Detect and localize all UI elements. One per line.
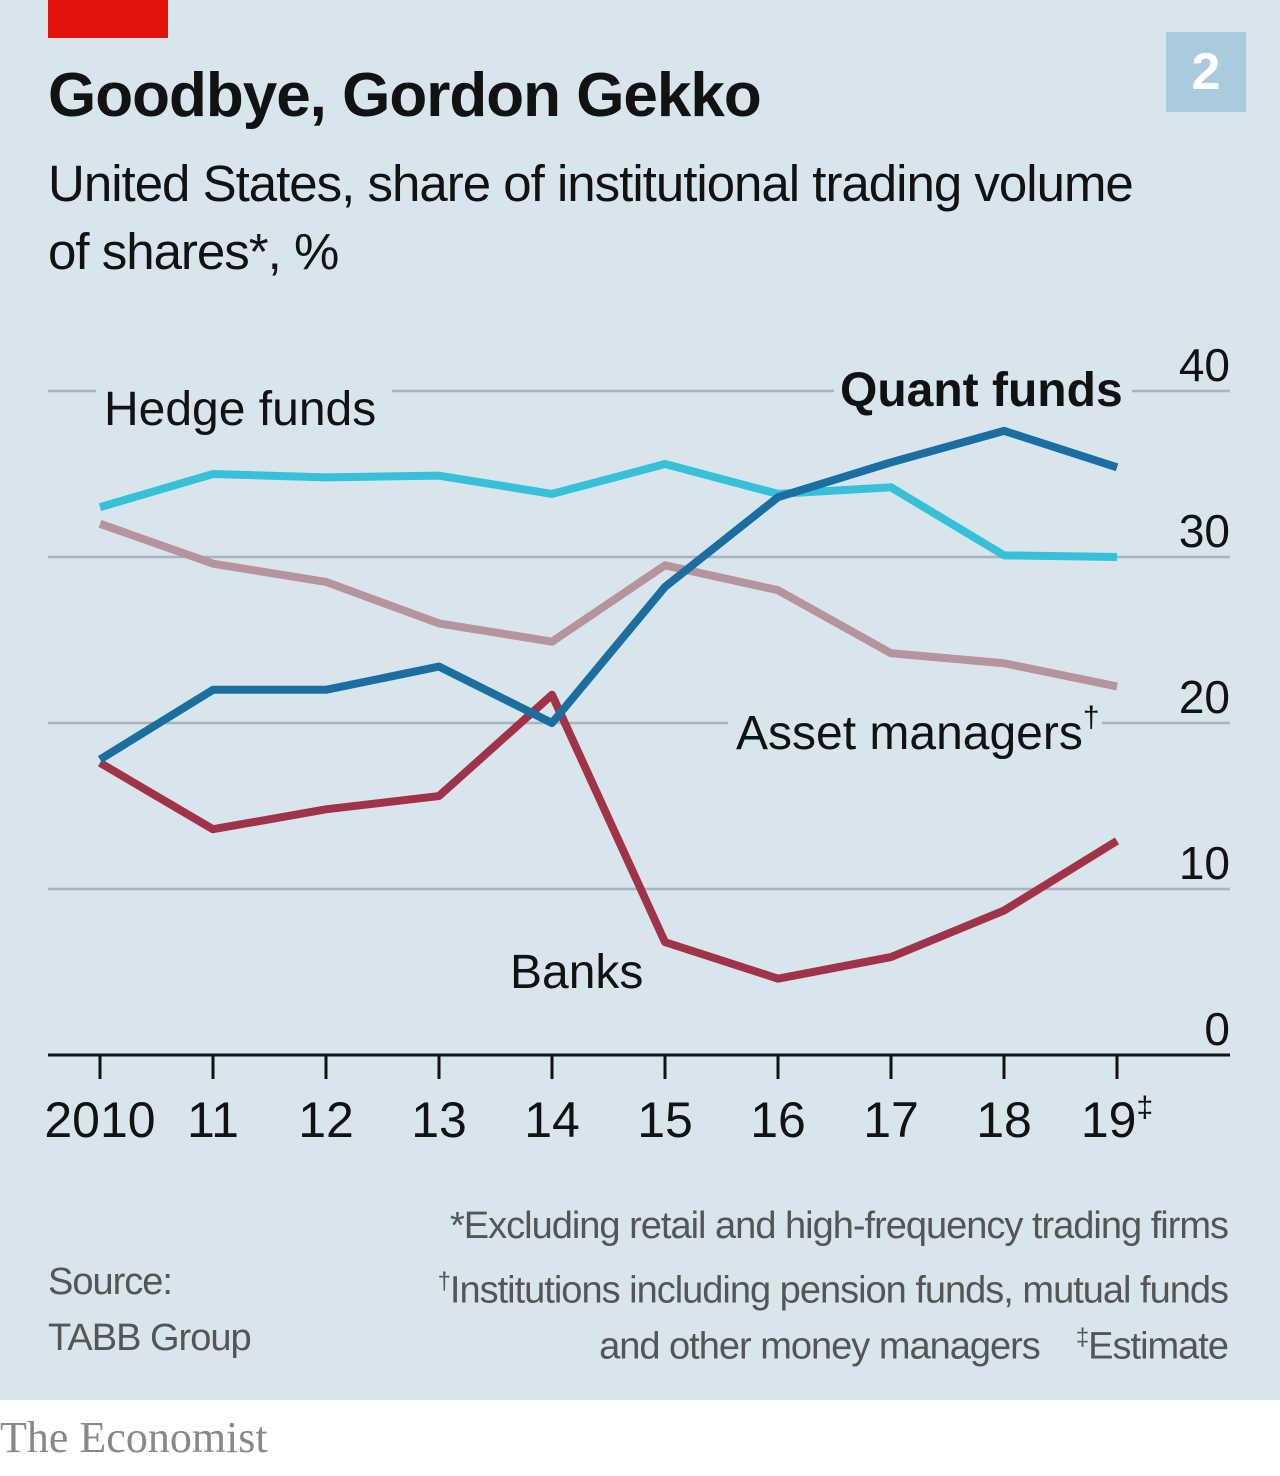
x-tick-label: 16: [750, 1092, 806, 1148]
chart-panel: 2 Goodbye, Gordon Gekko United States, s…: [0, 0, 1280, 1400]
y-tick-label: 10: [1179, 837, 1230, 889]
series-label-banks: Banks: [510, 946, 643, 999]
chart-subtitle: United States, share of institutional tr…: [48, 155, 1134, 280]
x-tick-label: 14: [524, 1092, 580, 1148]
series-label-hedge-funds: Hedge funds: [104, 383, 376, 436]
footnote-excluding: *Excluding retail and high-frequency tra…: [450, 1205, 1229, 1247]
y-tick-label: 40: [1179, 339, 1230, 391]
series-line-banks: [97, 690, 1120, 983]
source-label: Source:: [48, 1261, 173, 1303]
footnote-money-managers-text: and other money managers: [599, 1325, 1041, 1368]
source-note: Source: TABB Group: [48, 1254, 252, 1366]
footnote-institutions-text: Institutions including pension funds, mu…: [449, 1269, 1229, 1312]
series-line-asset-managers: [98, 520, 1118, 691]
footnote-estimate-text: Estimate: [1088, 1325, 1229, 1368]
red-tag: [48, 0, 168, 38]
label-mask: [834, 358, 1132, 418]
x-tick-label: 15: [637, 1092, 693, 1148]
series-line-hedge-funds: [98, 460, 1118, 561]
x-tick-label: 11: [187, 1092, 239, 1148]
dagger-mark: †: [437, 1268, 451, 1295]
economist-logo: The Economist: [0, 1413, 268, 1462]
x-tick-label: 19‡: [1081, 1091, 1153, 1148]
series-label-asset-managers: Asset managers†: [736, 701, 1100, 760]
x-tick-label: 17: [863, 1092, 919, 1148]
x-tick-label: 18: [976, 1092, 1032, 1148]
series-label-quant-funds: Quant funds: [840, 364, 1123, 417]
footnote-institutions: †Institutions including pension funds, m…: [437, 1254, 1229, 1319]
double-dagger-mark: ‡: [1075, 1324, 1089, 1351]
footnote-money-managers: and other money managers ‡Estimate: [599, 1310, 1229, 1375]
x-tick-label: 2010: [44, 1092, 155, 1148]
x-tick-label: 13: [411, 1092, 467, 1148]
label-mask: [96, 372, 392, 432]
y-tick-label: 20: [1179, 671, 1230, 723]
chart-number-badge: 2: [1166, 32, 1246, 112]
source-name: TABB Group: [48, 1317, 252, 1359]
y-tick-label: 0: [1204, 1003, 1230, 1055]
chart-title: Goodbye, Gordon Gekko: [48, 61, 762, 130]
x-tick-label: 12: [298, 1092, 354, 1148]
y-tick-label: 30: [1179, 505, 1230, 557]
label-mask: [728, 700, 1102, 764]
series-line-quant-funds: [97, 426, 1119, 763]
